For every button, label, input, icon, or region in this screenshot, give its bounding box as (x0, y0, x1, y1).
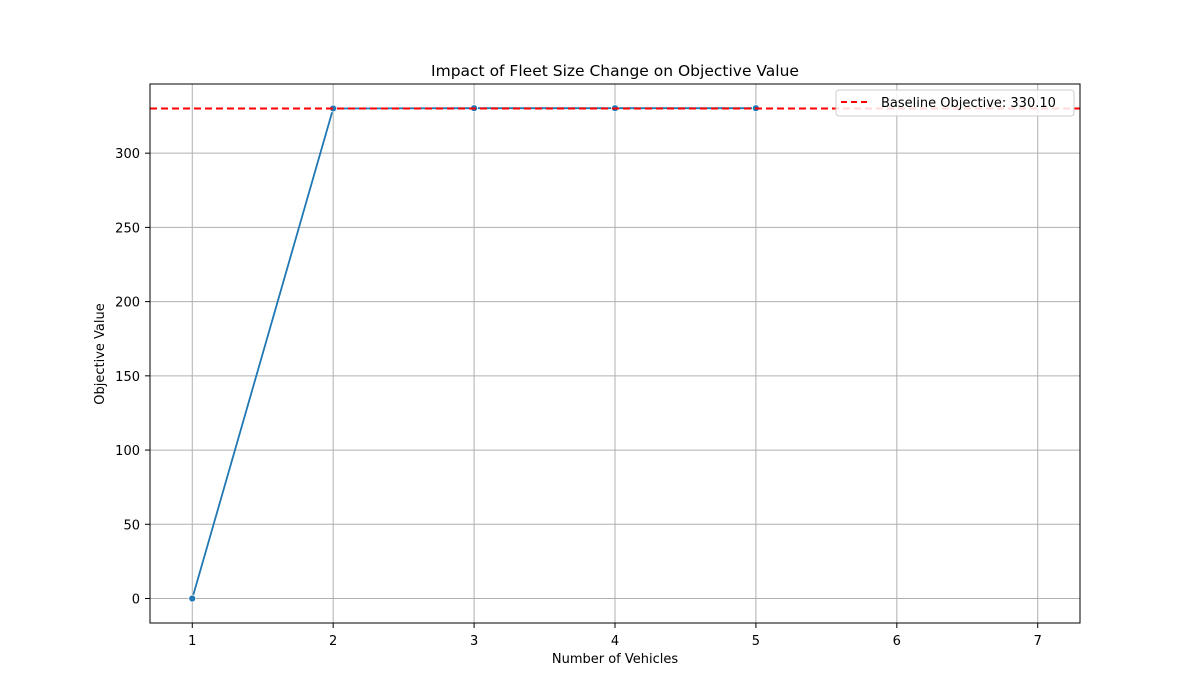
x-tick-label: 1 (188, 634, 196, 649)
x-tick-label: 5 (752, 634, 760, 649)
y-tick-label: 150 (115, 370, 140, 385)
y-ticks: 0 50 100 150 200 250 300 (115, 147, 150, 608)
x-tick-label: 7 (1034, 634, 1042, 649)
x-tick-label: 6 (893, 634, 901, 649)
chart-title: Impact of Fleet Size Change on Objective… (431, 62, 799, 80)
x-tick-label: 4 (611, 634, 619, 649)
x-tick-label: 2 (329, 634, 337, 649)
y-tick-label: 300 (115, 147, 140, 162)
y-tick-label: 250 (115, 221, 140, 236)
y-tick-label: 100 (115, 444, 140, 459)
legend: Baseline Objective: 330.10 (835, 89, 1075, 117)
y-axis-label: Objective Value (93, 303, 108, 404)
grid (150, 84, 1080, 623)
y-tick-label: 50 (123, 518, 140, 533)
y-tick-label: 200 (115, 296, 140, 311)
y-tick-label: 0 (132, 593, 140, 608)
data-point (188, 594, 197, 603)
legend-baseline-label: Baseline Objective: 330.10 (881, 96, 1056, 111)
legend-box (835, 89, 1075, 117)
x-tick-label: 3 (470, 634, 478, 649)
x-axis-label: Number of Vehicles (552, 652, 679, 667)
x-ticks: 1 2 3 4 5 6 7 (188, 623, 1042, 649)
